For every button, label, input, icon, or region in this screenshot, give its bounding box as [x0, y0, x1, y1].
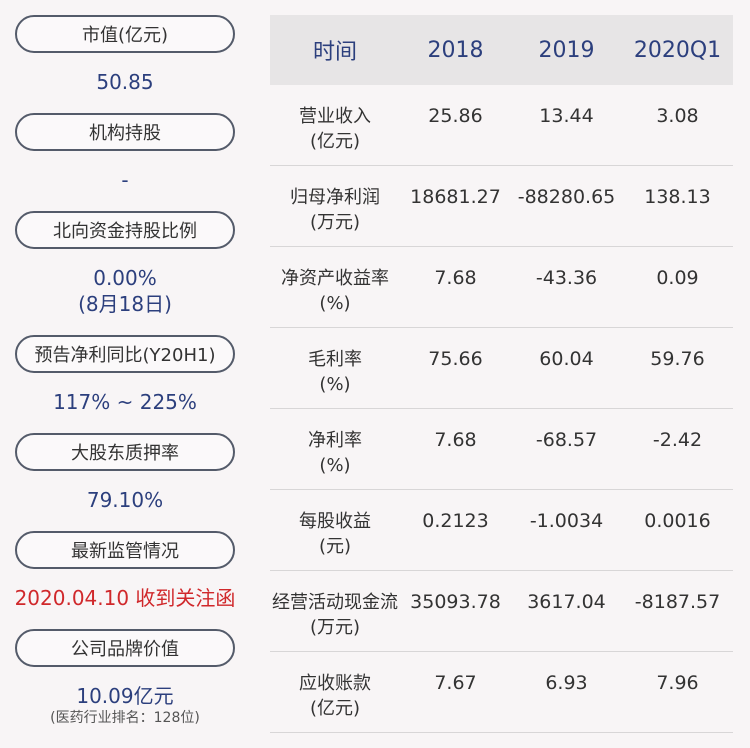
row-label: 净资产收益率 (%)	[270, 247, 400, 316]
table-cell: 35093.78	[410, 591, 501, 613]
metric-unit: (万元)	[309, 617, 361, 638]
table-row: 净利率 (%) 7.68 -68.57 -2.42	[270, 409, 733, 490]
table-row: 每股收益 (元) 0.2123 -1.0034 0.0016	[270, 490, 733, 571]
table-cell: 25.86	[428, 105, 483, 127]
table-row: 净资产收益率 (%) 7.68 -43.36 0.09	[270, 247, 733, 328]
regulation-value: 2020.04.10 收到关注函	[14, 586, 236, 610]
brand-value-rank-note: (医药行业排名：128位)	[50, 710, 200, 726]
metric-unit: (%)	[319, 293, 351, 314]
table-cell: 6.93	[545, 672, 588, 694]
row-label: 净利率 (%)	[270, 409, 400, 478]
table-cell: 7.68	[434, 267, 477, 289]
financial-table: 时间 2018 2019 2020Q1 营业收入 (亿元) 25.86 13.44 3.…	[270, 15, 733, 733]
table-cell: -2.42	[652, 429, 703, 451]
metric-unit: (万元)	[309, 212, 361, 233]
table-cell: 7.96	[656, 672, 699, 694]
table-cell: 3.08	[656, 105, 699, 127]
metric-name: 归母净利润	[290, 187, 380, 208]
header-2020q1: 2020Q1	[633, 37, 722, 63]
table-cell: 75.66	[428, 348, 483, 370]
metric-unit: (亿元)	[309, 698, 361, 719]
northbound-ratio-value: 0.00%	[93, 266, 157, 290]
table-cell: 13.44	[539, 105, 594, 127]
table-cell: 60.04	[539, 348, 594, 370]
northbound-ratio-date: (8月18日)	[78, 292, 172, 316]
table-cell: 7.67	[434, 672, 477, 694]
pledge-ratio-label: 大股东质押率	[15, 433, 235, 471]
table-cell: 3617.04	[527, 591, 606, 613]
metric-name: 净资产收益率	[281, 268, 389, 289]
table-cell: 138.13	[644, 186, 711, 208]
metric-name: 每股收益	[299, 511, 371, 532]
row-label: 应收账款 (亿元)	[270, 652, 400, 721]
pledge-ratio-value: 79.10%	[86, 488, 164, 512]
regulation-label: 最新监管情况	[15, 531, 235, 569]
row-label: 归母净利润 (万元)	[270, 166, 400, 235]
table-row: 毛利率 (%) 75.66 60.04 59.76	[270, 328, 733, 409]
table-row: 经营活动现金流 (万元) 35093.78 3617.04 -8187.57	[270, 571, 733, 652]
row-label: 毛利率 (%)	[270, 328, 400, 397]
row-label: 营业收入 (亿元)	[270, 85, 400, 154]
metric-unit: (亿元)	[309, 131, 361, 152]
brand-value-label: 公司品牌价值	[15, 629, 235, 667]
metric-unit: (元)	[318, 536, 352, 557]
header-2019: 2019	[538, 37, 595, 63]
row-label: 经营活动现金流 (万元)	[270, 571, 400, 640]
profit-forecast-label: 预告净利同比(Y20H1)	[15, 335, 235, 373]
left-panel: 市值(亿元) 50.85 机构持股 - 北向资金持股比例 0.00% (8月18…	[0, 0, 250, 748]
row-label: 每股收益 (元)	[270, 490, 400, 559]
institutional-holding-value: -	[121, 168, 129, 192]
brand-value-value: 10.09亿元	[76, 684, 174, 708]
table-cell: 18681.27	[410, 186, 501, 208]
metric-name: 净利率	[308, 430, 362, 451]
table-cell: 0.09	[656, 267, 699, 289]
metric-unit: (%)	[319, 455, 351, 476]
market-cap-value: 50.85	[96, 70, 154, 94]
northbound-ratio-label: 北向资金持股比例	[15, 211, 235, 249]
table-header: 时间 2018 2019 2020Q1	[270, 15, 733, 85]
header-time: 时间	[312, 40, 357, 65]
metric-name: 应收账款	[299, 673, 371, 694]
table-row: 应收账款 (亿元) 7.67 6.93 7.96	[270, 652, 733, 733]
header-2018: 2018	[427, 37, 484, 63]
profit-forecast-value: 117% ~ 225%	[53, 390, 197, 414]
institutional-holding-label: 机构持股	[15, 113, 235, 151]
table-cell: 59.76	[650, 348, 705, 370]
table-cell: -43.36	[535, 267, 598, 289]
metric-name: 毛利率	[308, 349, 362, 370]
table-row: 归母净利润 (万元) 18681.27 -88280.65 138.13	[270, 166, 733, 247]
table-cell: -1.0034	[529, 510, 604, 532]
metric-unit: (%)	[319, 374, 351, 395]
table-cell: 0.2123	[422, 510, 489, 532]
table-cell: 0.0016	[644, 510, 711, 532]
table-cell: -68.57	[535, 429, 598, 451]
market-cap-label: 市值(亿元)	[15, 15, 235, 53]
table-cell: -88280.65	[517, 186, 616, 208]
table-cell: 7.68	[434, 429, 477, 451]
table-row: 营业收入 (亿元) 25.86 13.44 3.08	[270, 85, 733, 166]
metric-name: 营业收入	[299, 106, 371, 127]
table-cell: -8187.57	[634, 591, 721, 613]
metric-name: 经营活动现金流	[272, 592, 398, 613]
